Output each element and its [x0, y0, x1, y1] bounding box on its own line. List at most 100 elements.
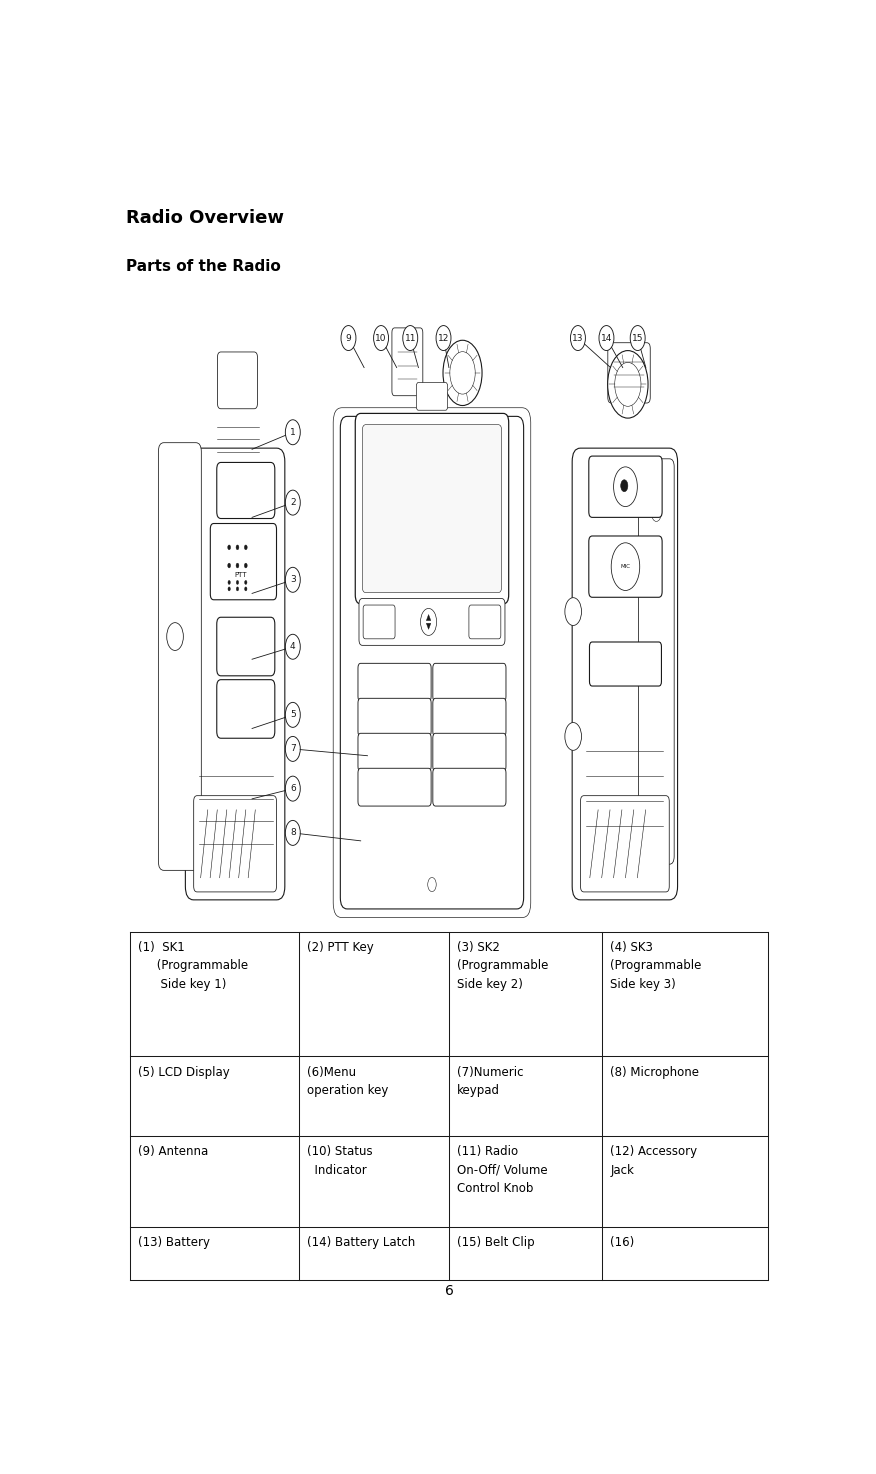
FancyBboxPatch shape — [356, 413, 509, 604]
Text: (14) Battery Latch: (14) Battery Latch — [307, 1235, 415, 1248]
FancyBboxPatch shape — [572, 448, 677, 899]
Circle shape — [443, 340, 482, 405]
FancyBboxPatch shape — [216, 680, 275, 738]
Circle shape — [286, 703, 300, 727]
FancyBboxPatch shape — [359, 598, 505, 646]
Text: 6: 6 — [290, 784, 296, 793]
FancyBboxPatch shape — [186, 448, 285, 899]
Circle shape — [286, 420, 300, 445]
Circle shape — [608, 351, 648, 419]
Text: 8: 8 — [290, 828, 296, 837]
Text: 13: 13 — [572, 333, 583, 342]
FancyBboxPatch shape — [590, 643, 661, 685]
Text: 14: 14 — [601, 333, 612, 342]
Circle shape — [237, 581, 238, 584]
Circle shape — [450, 352, 475, 394]
FancyBboxPatch shape — [358, 768, 431, 806]
Text: 7: 7 — [290, 744, 296, 753]
Text: 9: 9 — [346, 333, 351, 342]
Text: (4) SK3
(Programmable
Side key 3): (4) SK3 (Programmable Side key 3) — [611, 940, 702, 991]
FancyBboxPatch shape — [358, 663, 431, 702]
FancyBboxPatch shape — [364, 604, 395, 638]
Circle shape — [237, 587, 238, 591]
Text: 3: 3 — [290, 575, 296, 584]
Circle shape — [236, 563, 239, 567]
Text: (12) Accessory
Jack: (12) Accessory Jack — [611, 1145, 697, 1176]
Text: 2: 2 — [290, 498, 295, 507]
Text: (13) Battery: (13) Battery — [138, 1235, 210, 1248]
Circle shape — [565, 597, 582, 625]
Text: Parts of the Radio: Parts of the Radio — [126, 258, 281, 274]
Circle shape — [615, 363, 641, 407]
Text: 11: 11 — [405, 333, 416, 342]
FancyBboxPatch shape — [392, 327, 423, 395]
Text: (3) SK2
(Programmable
Side key 2): (3) SK2 (Programmable Side key 2) — [457, 940, 548, 991]
Text: (5) LCD Display: (5) LCD Display — [138, 1066, 230, 1079]
FancyBboxPatch shape — [433, 699, 506, 736]
Circle shape — [286, 737, 300, 762]
Circle shape — [286, 634, 300, 659]
Text: (2) PTT Key: (2) PTT Key — [307, 940, 374, 954]
Circle shape — [630, 326, 645, 351]
Text: Radio Overview: Radio Overview — [126, 209, 285, 227]
FancyBboxPatch shape — [217, 352, 258, 408]
Text: (16): (16) — [611, 1235, 634, 1248]
FancyBboxPatch shape — [216, 618, 275, 675]
Circle shape — [341, 326, 356, 351]
Text: 12: 12 — [438, 333, 449, 342]
FancyBboxPatch shape — [416, 383, 448, 410]
Circle shape — [436, 326, 451, 351]
Text: 15: 15 — [632, 333, 644, 342]
FancyBboxPatch shape — [358, 733, 431, 771]
Circle shape — [621, 479, 628, 492]
Text: PTT: PTT — [235, 572, 247, 578]
Text: (6)Menu
operation key: (6)Menu operation key — [307, 1066, 388, 1097]
FancyBboxPatch shape — [469, 604, 501, 638]
Circle shape — [565, 722, 582, 750]
Text: (9) Antenna: (9) Antenna — [138, 1145, 208, 1159]
FancyBboxPatch shape — [340, 416, 524, 909]
Circle shape — [570, 326, 585, 351]
FancyBboxPatch shape — [194, 796, 277, 892]
FancyBboxPatch shape — [358, 699, 431, 736]
Text: 4: 4 — [290, 643, 295, 652]
Text: 5: 5 — [290, 710, 296, 719]
Text: (1)  SK1
     (Programmable
      Side key 1): (1) SK1 (Programmable Side key 1) — [138, 940, 248, 991]
Circle shape — [403, 326, 418, 351]
Circle shape — [228, 587, 230, 591]
Polygon shape — [427, 615, 431, 621]
FancyBboxPatch shape — [216, 463, 275, 519]
Circle shape — [286, 567, 300, 593]
Circle shape — [652, 506, 661, 522]
Text: 6: 6 — [444, 1284, 454, 1299]
Circle shape — [286, 777, 300, 802]
Text: (10) Status
  Indicator: (10) Status Indicator — [307, 1145, 373, 1176]
FancyBboxPatch shape — [639, 458, 675, 864]
Circle shape — [427, 877, 436, 892]
Circle shape — [244, 587, 247, 591]
Text: (7)Numeric
keypad: (7)Numeric keypad — [457, 1066, 524, 1097]
Circle shape — [286, 821, 300, 846]
Circle shape — [236, 545, 239, 550]
Text: MIC: MIC — [620, 565, 631, 569]
Circle shape — [599, 326, 614, 351]
Circle shape — [228, 545, 230, 550]
FancyBboxPatch shape — [433, 768, 506, 806]
Circle shape — [286, 491, 300, 514]
Circle shape — [244, 581, 247, 584]
Text: 1: 1 — [290, 427, 296, 436]
FancyBboxPatch shape — [433, 733, 506, 771]
Text: (15) Belt Clip: (15) Belt Clip — [457, 1235, 534, 1248]
Circle shape — [244, 545, 247, 550]
Circle shape — [420, 609, 436, 635]
Polygon shape — [427, 624, 431, 629]
FancyBboxPatch shape — [581, 796, 669, 892]
Circle shape — [228, 581, 230, 584]
Text: (11) Radio
On-Off/ Volume
Control Knob: (11) Radio On-Off/ Volume Control Knob — [457, 1145, 548, 1195]
FancyBboxPatch shape — [608, 343, 650, 402]
Circle shape — [166, 622, 183, 650]
Circle shape — [244, 563, 247, 567]
Text: (8) Microphone: (8) Microphone — [611, 1066, 699, 1079]
FancyBboxPatch shape — [589, 537, 662, 597]
FancyBboxPatch shape — [159, 442, 201, 870]
